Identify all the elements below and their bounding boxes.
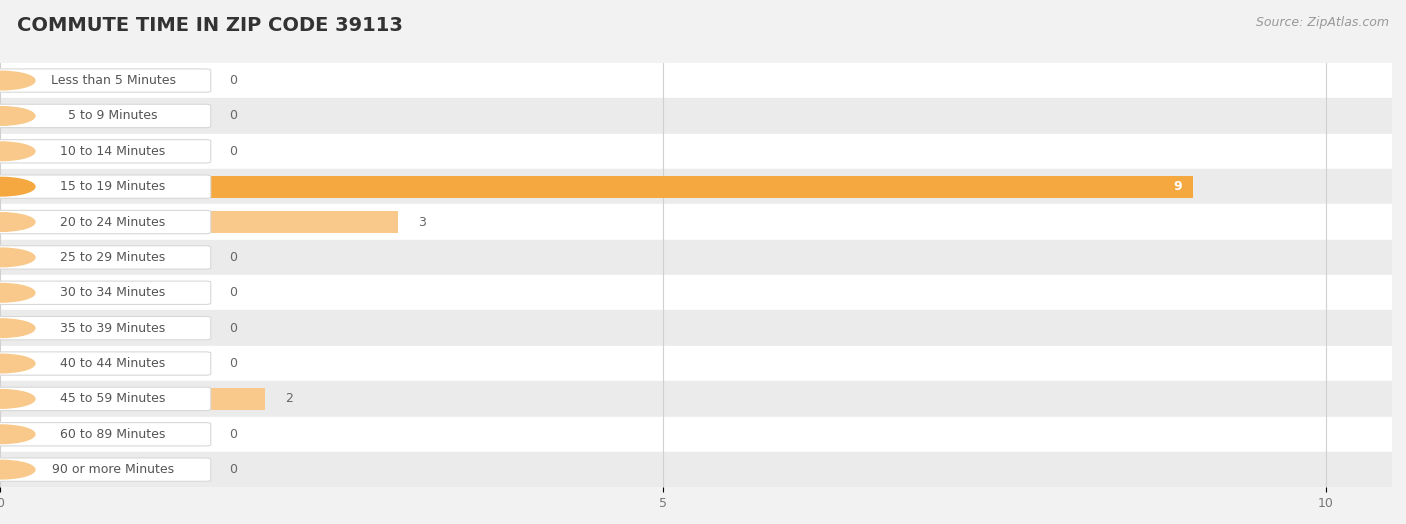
Bar [0, 105, 201, 127]
Bar [0, 246, 201, 268]
Circle shape [0, 213, 35, 232]
Bar [0, 63, 1392, 99]
Bar [0, 176, 201, 198]
Text: 0: 0 [229, 463, 238, 476]
Bar [0, 169, 1392, 204]
Text: 0: 0 [229, 74, 238, 87]
FancyBboxPatch shape [0, 387, 211, 411]
FancyBboxPatch shape [0, 422, 211, 446]
FancyBboxPatch shape [0, 281, 211, 304]
FancyBboxPatch shape [0, 210, 211, 234]
FancyBboxPatch shape [0, 458, 211, 482]
Text: 15 to 19 Minutes: 15 to 19 Minutes [60, 180, 166, 193]
FancyBboxPatch shape [0, 139, 211, 163]
Bar [0, 240, 1392, 275]
Bar [0, 176, 1194, 198]
Text: 45 to 59 Minutes: 45 to 59 Minutes [60, 392, 166, 406]
Bar [0, 275, 1392, 310]
FancyBboxPatch shape [0, 104, 211, 128]
Text: 0: 0 [229, 428, 238, 441]
Bar [0, 381, 1392, 417]
Text: 10 to 14 Minutes: 10 to 14 Minutes [60, 145, 166, 158]
Bar [0, 417, 1392, 452]
Circle shape [0, 106, 35, 125]
Bar [0, 211, 201, 233]
Text: 60 to 89 Minutes: 60 to 89 Minutes [60, 428, 166, 441]
Text: COMMUTE TIME IN ZIP CODE 39113: COMMUTE TIME IN ZIP CODE 39113 [17, 16, 402, 35]
Text: 20 to 24 Minutes: 20 to 24 Minutes [60, 215, 166, 228]
Bar [0, 388, 201, 410]
Text: 0: 0 [229, 110, 238, 123]
Bar [0, 282, 201, 304]
Circle shape [0, 389, 35, 408]
Circle shape [0, 425, 35, 444]
Bar [0, 310, 1392, 346]
Text: 25 to 29 Minutes: 25 to 29 Minutes [60, 251, 166, 264]
Bar [0, 99, 1392, 134]
Circle shape [0, 354, 35, 373]
FancyBboxPatch shape [0, 69, 211, 92]
Text: 0: 0 [229, 322, 238, 335]
Text: 9: 9 [1174, 180, 1182, 193]
Text: 3: 3 [418, 215, 426, 228]
Text: 0: 0 [229, 251, 238, 264]
Bar [0, 346, 1392, 381]
Circle shape [0, 142, 35, 161]
Bar [0, 140, 201, 162]
Circle shape [0, 319, 35, 337]
Bar [0, 134, 1392, 169]
Text: 2: 2 [285, 392, 292, 406]
Text: 0: 0 [229, 357, 238, 370]
Text: 40 to 44 Minutes: 40 to 44 Minutes [60, 357, 166, 370]
Bar [0, 458, 201, 481]
Bar [0, 452, 1392, 487]
FancyBboxPatch shape [0, 352, 211, 375]
Text: 0: 0 [229, 145, 238, 158]
Bar [0, 317, 201, 339]
Text: 90 or more Minutes: 90 or more Minutes [52, 463, 174, 476]
FancyBboxPatch shape [0, 316, 211, 340]
Text: Source: ZipAtlas.com: Source: ZipAtlas.com [1256, 16, 1389, 29]
Bar [0, 211, 398, 233]
Circle shape [0, 177, 35, 196]
Circle shape [0, 248, 35, 267]
Circle shape [0, 283, 35, 302]
Text: 5 to 9 Minutes: 5 to 9 Minutes [69, 110, 157, 123]
Text: 35 to 39 Minutes: 35 to 39 Minutes [60, 322, 166, 335]
Text: 30 to 34 Minutes: 30 to 34 Minutes [60, 286, 166, 299]
Text: 0: 0 [229, 286, 238, 299]
Bar [0, 204, 1392, 240]
Bar [0, 423, 201, 445]
Bar [0, 70, 201, 92]
FancyBboxPatch shape [0, 175, 211, 199]
Bar [0, 388, 266, 410]
Circle shape [0, 71, 35, 90]
Bar [0, 353, 201, 375]
FancyBboxPatch shape [0, 246, 211, 269]
Circle shape [0, 460, 35, 479]
Text: Less than 5 Minutes: Less than 5 Minutes [51, 74, 176, 87]
